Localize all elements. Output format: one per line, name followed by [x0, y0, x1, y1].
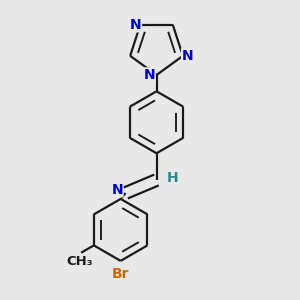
Text: N: N [130, 18, 142, 32]
Text: N: N [111, 183, 123, 197]
Text: N: N [182, 49, 193, 63]
Text: Br: Br [112, 267, 129, 281]
Text: N: N [143, 68, 155, 82]
Text: H: H [167, 171, 178, 185]
Text: CH₃: CH₃ [66, 255, 92, 268]
